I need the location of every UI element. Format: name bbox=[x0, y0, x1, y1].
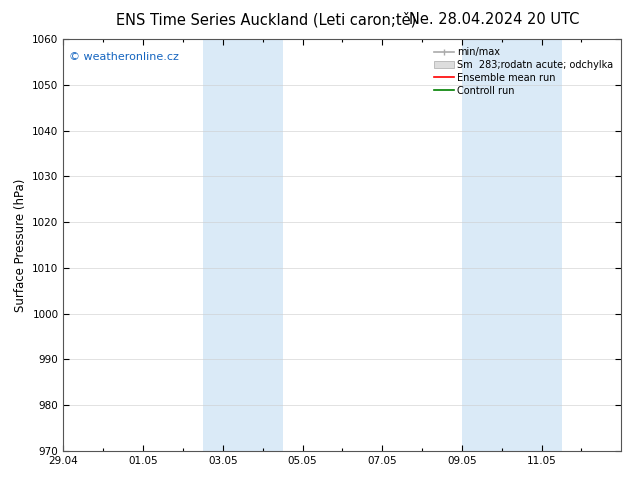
Legend: min/max, Sm  283;rodatn acute; odchylka, Ensemble mean run, Controll run: min/max, Sm 283;rodatn acute; odchylka, … bbox=[431, 44, 616, 98]
Text: Ne. 28.04.2024 20 UTC: Ne. 28.04.2024 20 UTC bbox=[410, 12, 579, 27]
Bar bbox=[462, 39, 562, 451]
Text: ENS Time Series Auckland (Leti caron;tě): ENS Time Series Auckland (Leti caron;tě) bbox=[116, 12, 417, 28]
Y-axis label: Surface Pressure (hPa): Surface Pressure (hPa) bbox=[14, 178, 27, 312]
Bar bbox=[203, 39, 283, 451]
Text: © weatheronline.cz: © weatheronline.cz bbox=[69, 51, 179, 62]
